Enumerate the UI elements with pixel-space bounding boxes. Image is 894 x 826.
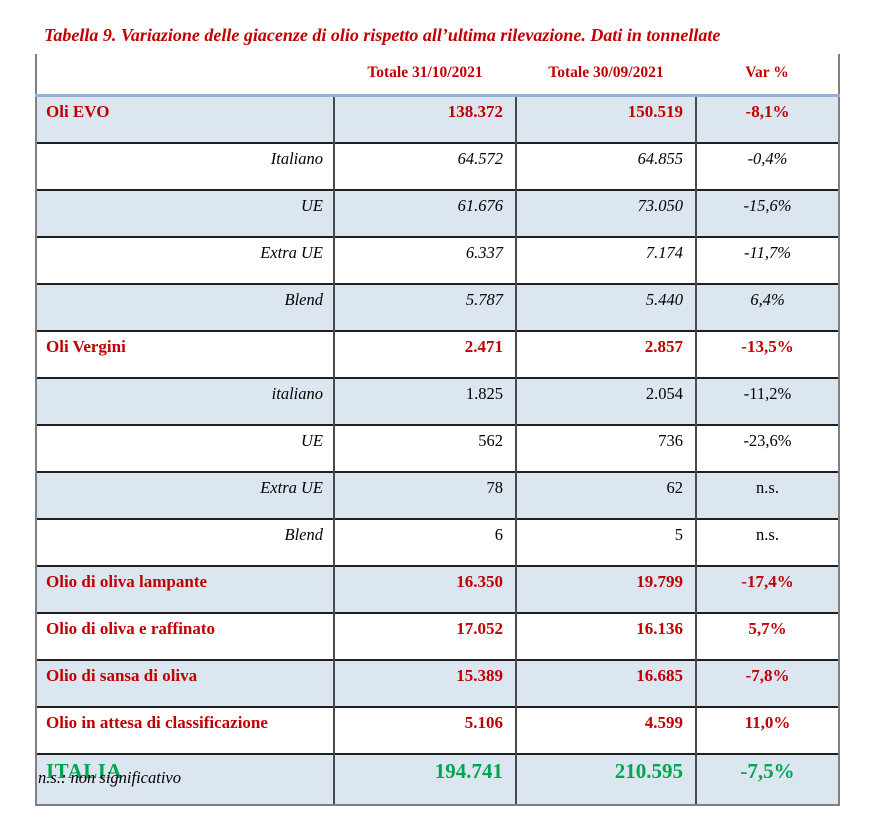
table-row: Blend 5.787 5.440 6,4% bbox=[35, 283, 840, 331]
var-cell: 11,0% bbox=[695, 706, 840, 754]
value-cell-previous: 7.174 bbox=[515, 236, 696, 284]
value-cell-previous: 62 bbox=[515, 471, 696, 519]
value-cell-previous: 4.599 bbox=[515, 706, 696, 754]
value-cell-previous: 2.054 bbox=[515, 377, 696, 425]
value-cell-current: 15.389 bbox=[333, 659, 516, 707]
value-cell-previous: 16.685 bbox=[515, 659, 696, 707]
value-cell-current: 78 bbox=[333, 471, 516, 519]
var-cell: 6,4% bbox=[695, 283, 840, 331]
value-cell-previous: 16.136 bbox=[515, 612, 696, 660]
row-label-cell: ITALIA bbox=[35, 753, 334, 806]
var-cell: -7,5% bbox=[695, 753, 840, 806]
value-cell-current: 6 bbox=[333, 518, 516, 566]
row-label-cell: Olio di oliva e raffinato bbox=[35, 612, 334, 660]
var-cell: 5,7% bbox=[695, 612, 840, 660]
value-cell-previous: 64.855 bbox=[515, 142, 696, 190]
table-row: Olio di oliva lampante 16.350 19.799 -17,4% bbox=[35, 565, 840, 613]
row-label-cell: Olio di sansa di oliva bbox=[35, 659, 334, 707]
value-cell-previous: 2.857 bbox=[515, 330, 696, 378]
row-label-cell: italiano bbox=[35, 377, 334, 425]
value-cell-current: 6.337 bbox=[333, 236, 516, 284]
row-label-cell: Blend bbox=[35, 518, 334, 566]
row-label-cell: Extra UE bbox=[35, 471, 334, 519]
value-cell-current: 5.787 bbox=[333, 283, 516, 331]
var-cell: -11,7% bbox=[695, 236, 840, 284]
table-row: Blend 6 5 n.s. bbox=[35, 518, 840, 566]
row-label-cell: Olio in attesa di classificazione bbox=[35, 706, 334, 754]
table-header: Totale 31/10/2021 Totale 30/09/2021 Var … bbox=[35, 54, 840, 96]
row-label-cell: Olio di oliva lampante bbox=[35, 565, 334, 613]
var-cell: -0,4% bbox=[695, 142, 840, 190]
table-row: Extra UE 6.337 7.174 -11,7% bbox=[35, 236, 840, 284]
var-cell: -15,6% bbox=[695, 189, 840, 237]
row-label-cell: Italiano bbox=[35, 142, 334, 190]
var-cell: -11,2% bbox=[695, 377, 840, 425]
column-header-total-previous: Totale 30/09/2021 bbox=[516, 54, 696, 96]
column-header-empty bbox=[35, 54, 334, 96]
column-header-var: Var % bbox=[696, 54, 840, 96]
row-label-cell: UE bbox=[35, 424, 334, 472]
table-row: italiano 1.825 2.054 -11,2% bbox=[35, 377, 840, 425]
row-label-cell: UE bbox=[35, 189, 334, 237]
value-cell-current: 5.106 bbox=[333, 706, 516, 754]
value-cell-previous: 5 bbox=[515, 518, 696, 566]
table-row: Oli EVO 138.372 150.519 -8,1% bbox=[35, 94, 840, 143]
value-cell-current: 562 bbox=[333, 424, 516, 472]
table-row: Olio di oliva e raffinato 17.052 16.136 5,7… bbox=[35, 612, 840, 660]
table-caption: Tabella 9. Variazione delle giacenze di … bbox=[44, 25, 721, 45]
value-cell-previous: 736 bbox=[515, 424, 696, 472]
value-cell-current: 1.825 bbox=[333, 377, 516, 425]
table-body: Oli EVO 138.372 150.519 -8,1% Italiano 64.572… bbox=[35, 94, 840, 806]
var-cell: n.s. bbox=[695, 471, 840, 519]
var-cell: -23,6% bbox=[695, 424, 840, 472]
value-cell-previous: 150.519 bbox=[515, 94, 696, 143]
value-cell-current: 17.052 bbox=[333, 612, 516, 660]
table-header-row: Totale 31/10/2021 Totale 30/09/2021 Var … bbox=[35, 54, 840, 96]
table-row: Oli Vergini 2.471 2.857 -13,5% bbox=[35, 330, 840, 378]
row-label-cell: Oli EVO bbox=[35, 94, 334, 143]
var-cell: -8,1% bbox=[695, 94, 840, 143]
value-cell-previous: 19.799 bbox=[515, 565, 696, 613]
table-row: UE 61.676 73.050 -15,6% bbox=[35, 189, 840, 237]
table-row: Olio di sansa di oliva 15.389 16.685 -7,8% bbox=[35, 659, 840, 707]
value-cell-previous: 73.050 bbox=[515, 189, 696, 237]
column-header-total-current: Totale 31/10/2021 bbox=[334, 54, 516, 96]
row-label-cell: Extra UE bbox=[35, 236, 334, 284]
table-row: ITALIA 194.741 210.595 -7,5% bbox=[35, 753, 840, 806]
value-cell-current: 61.676 bbox=[333, 189, 516, 237]
var-cell: n.s. bbox=[695, 518, 840, 566]
table-row: Olio in attesa di classificazione 5.106 4.… bbox=[35, 706, 840, 754]
footnote: n.s.: non significativo bbox=[38, 768, 181, 787]
table-row: Italiano 64.572 64.855 -0,4% bbox=[35, 142, 840, 190]
value-cell-current: 138.372 bbox=[333, 94, 516, 143]
var-cell: -17,4% bbox=[695, 565, 840, 613]
value-cell-previous: 5.440 bbox=[515, 283, 696, 331]
var-cell: -13,5% bbox=[695, 330, 840, 378]
value-cell-current: 194.741 bbox=[333, 753, 516, 806]
stocks-table: Totale 31/10/2021 Totale 30/09/2021 Var … bbox=[35, 54, 840, 806]
value-cell-current: 16.350 bbox=[333, 565, 516, 613]
value-cell-current: 2.471 bbox=[333, 330, 516, 378]
value-cell-current: 64.572 bbox=[333, 142, 516, 190]
value-cell-previous: 210.595 bbox=[515, 753, 696, 806]
table-row: Extra UE 78 62 n.s. bbox=[35, 471, 840, 519]
row-label-cell: Blend bbox=[35, 283, 334, 331]
var-cell: -7,8% bbox=[695, 659, 840, 707]
table-row: UE 562 736 -23,6% bbox=[35, 424, 840, 472]
row-label-cell: Oli Vergini bbox=[35, 330, 334, 378]
